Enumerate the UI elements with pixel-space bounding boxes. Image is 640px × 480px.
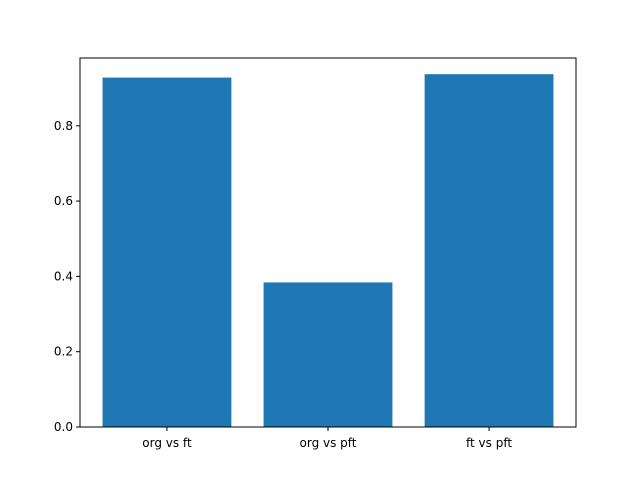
bar-1	[263, 282, 393, 427]
x-tick-label-2: ft vs pft	[466, 436, 512, 450]
x-axis: org vs ft org vs pft ft vs pft	[142, 427, 512, 450]
y-tick-label-1: 0.2	[54, 345, 73, 359]
y-axis: 0.0 0.2 0.4 0.6 0.8	[54, 119, 80, 434]
plot-frame	[79, 57, 577, 428]
bar-2	[424, 74, 554, 427]
y-tick-label-0: 0.0	[54, 420, 73, 434]
y-tick-label-3: 0.6	[54, 194, 73, 208]
x-tick-label-0: org vs ft	[142, 436, 192, 450]
x-tick-label-1: org vs pft	[300, 436, 357, 450]
bars-group	[102, 74, 554, 427]
y-tick-label-4: 0.8	[54, 119, 73, 133]
y-tick-label-2: 0.4	[54, 269, 73, 283]
bar-0	[102, 77, 232, 427]
